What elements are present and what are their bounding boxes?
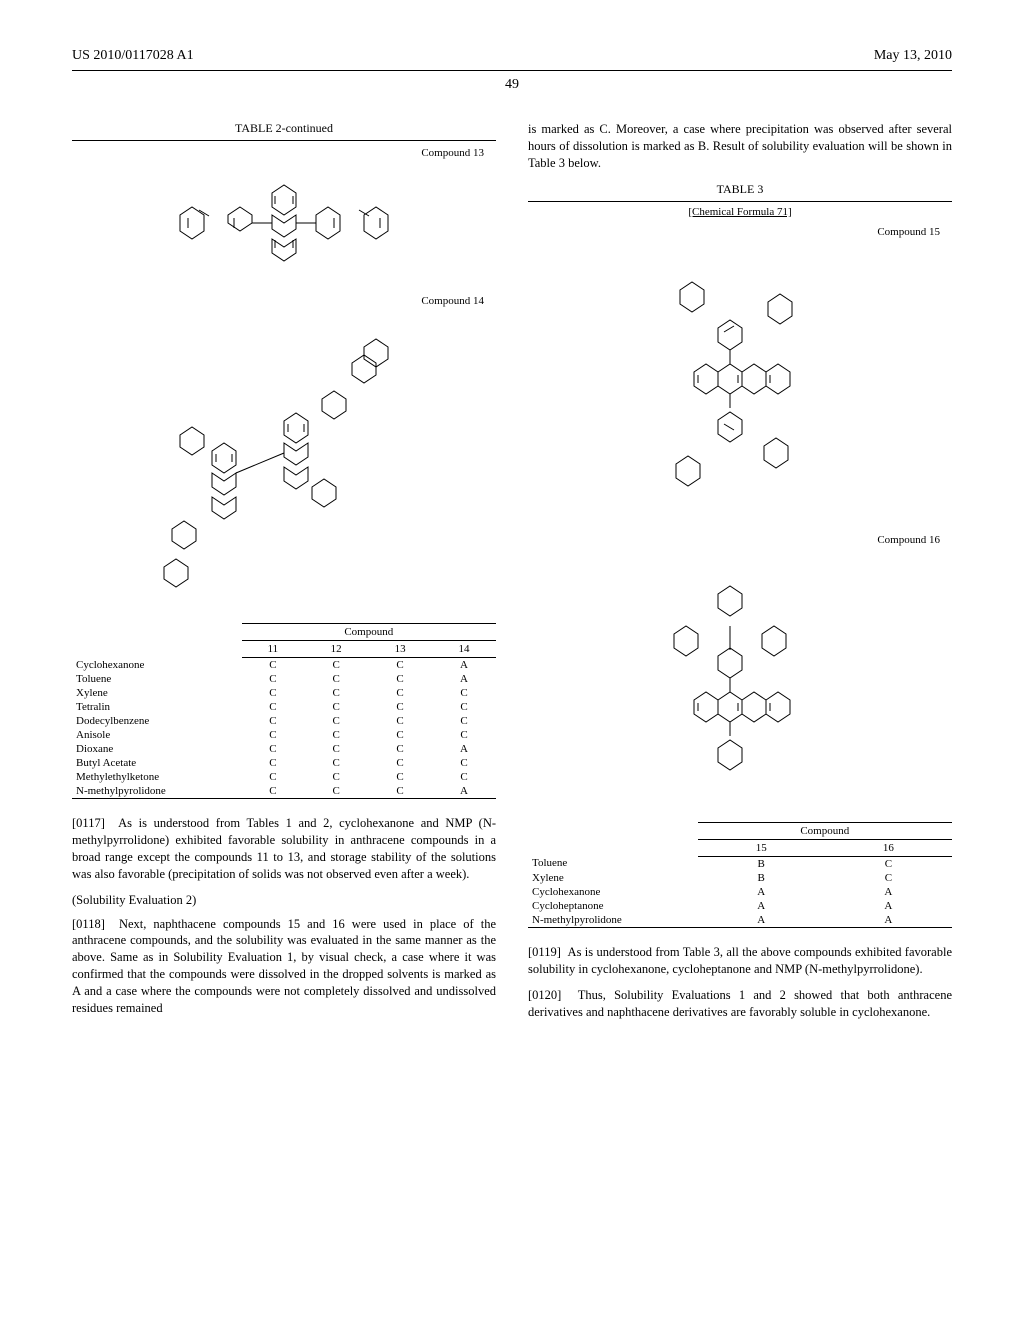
table-row: N-methylpyrolidoneCCCA (72, 784, 496, 799)
right-intro-text: is marked as C. Moreover, a case where p… (528, 121, 952, 172)
para-0118: [0118] Next, naphthacene compounds 15 an… (72, 916, 496, 1017)
table-row: TolueneCCCA (72, 672, 496, 686)
solubility-eval-2-heading: (Solubility Evaluation 2) (72, 893, 496, 908)
table-row: TetralinCCCC (72, 700, 496, 714)
table-row: CyclohexanoneCCCA (72, 658, 496, 673)
table-row: CycloheptanoneAA (528, 899, 952, 913)
compound-13-label: Compound 13 (72, 147, 496, 159)
compound-15-label: Compound 15 (528, 226, 952, 238)
header-rule (72, 70, 952, 71)
table-row: MethylethylketoneCCCC (72, 770, 496, 784)
publication-date: May 13, 2010 (874, 48, 952, 64)
table-row: XyleneCCCC (72, 686, 496, 700)
table-row: DodecylbenzeneCCCC (72, 714, 496, 728)
table3-col-1: 16 (825, 839, 952, 856)
para-num: [0119] (528, 945, 561, 959)
para-text: Thus, Solubility Evaluations 1 and 2 sho… (528, 988, 952, 1019)
para-0119: [0119] As is understood from Table 3, al… (528, 944, 952, 978)
para-text: As is understood from Table 3, all the a… (528, 945, 952, 976)
table-row: Butyl AcetateCCCC (72, 756, 496, 770)
para-text: Next, naphthacene compounds 15 and 16 we… (72, 917, 496, 1015)
para-text: As is understood from Tables 1 and 2, cy… (72, 816, 496, 881)
table-row: CyclohexanoneAA (528, 885, 952, 899)
compound-16-label: Compound 16 (528, 534, 952, 546)
table-row: DioxaneCCCA (72, 742, 496, 756)
table2-col-3: 14 (432, 641, 496, 658)
left-column: TABLE 2-continued Compound 13 (72, 121, 496, 1031)
para-num: [0117] (72, 816, 105, 830)
para-0117: [0117] As is understood from Tables 1 an… (72, 815, 496, 883)
right-column: is marked as C. Moreover, a case where p… (528, 121, 952, 1031)
para-0120: [0120] Thus, Solubility Evaluations 1 an… (528, 987, 952, 1021)
compound-14-label: Compound 14 (72, 295, 496, 307)
table3-group-header: Compound (698, 822, 952, 839)
table3-col-0: 15 (698, 839, 825, 856)
table3-data: Compound 15 16 TolueneBC XyleneBC Cycloh… (528, 822, 952, 928)
table-row: XyleneBC (528, 871, 952, 885)
compound-16-structure (528, 550, 952, 810)
compound-13-structure (72, 163, 496, 283)
page-number: 49 (72, 77, 952, 93)
para-num: [0118] (72, 917, 105, 931)
compound-15-structure (528, 242, 952, 522)
table2-group-header: Compound (242, 624, 496, 641)
table2-col-2: 13 (368, 641, 432, 658)
table2-caption: TABLE 2-continued (72, 121, 496, 136)
table-row: AnisoleCCCC (72, 728, 496, 742)
compound-14-structure (72, 311, 496, 611)
table3-caption: TABLE 3 (528, 182, 952, 197)
para-num: [0120] (528, 988, 561, 1002)
table2-col-0: 11 (242, 641, 305, 658)
chem-formula-71-label: [Chemical Formula 71] (528, 206, 952, 218)
table2-col-1: 12 (304, 641, 368, 658)
table2-data: Compound 11 12 13 14 CyclohexanoneCCCA T… (72, 623, 496, 799)
patent-number: US 2010/0117028 A1 (72, 48, 194, 64)
table-row: N-methylpyrolidoneAA (528, 913, 952, 928)
table-row: TolueneBC (528, 856, 952, 871)
